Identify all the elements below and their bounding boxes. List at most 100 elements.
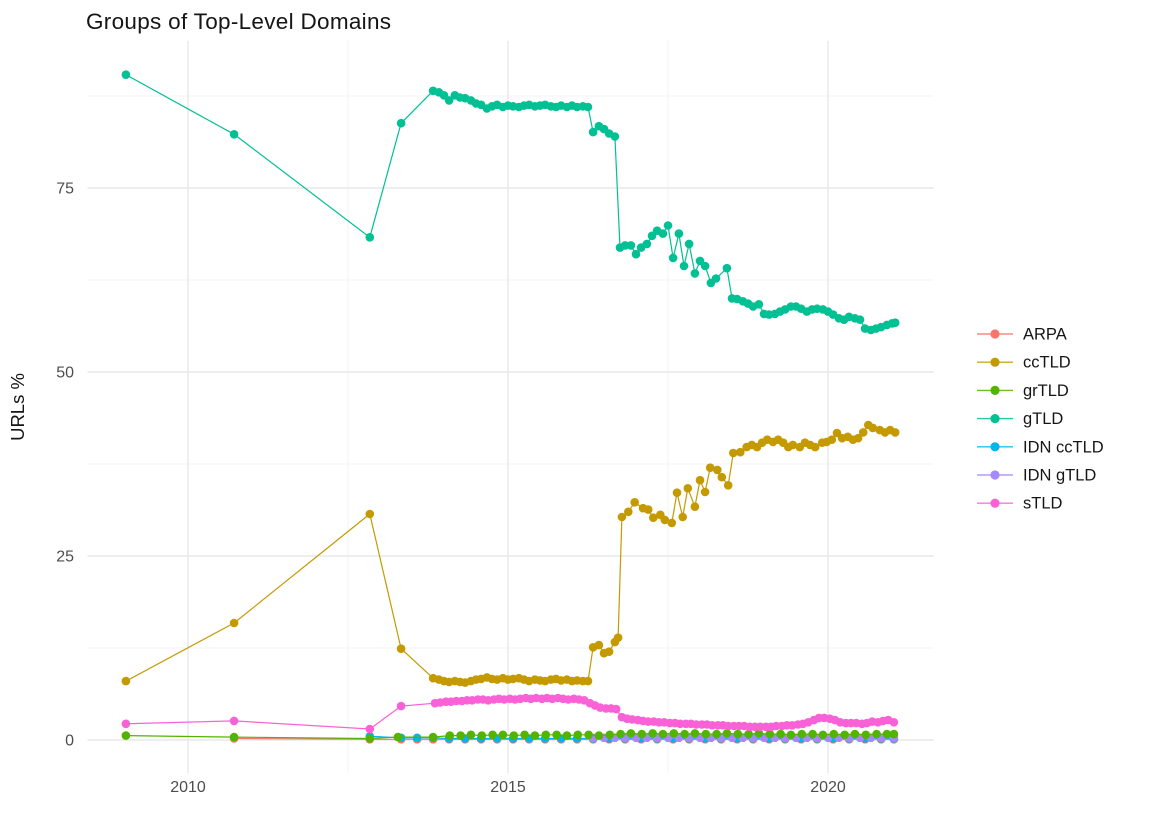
data-point-grtld (573, 730, 583, 740)
data-point-gtld (684, 239, 694, 249)
data-point-cctld (853, 433, 863, 443)
data-point-cctld (667, 518, 677, 528)
data-point-grtld (498, 730, 508, 740)
data-point-grtld (121, 731, 131, 740)
legend: ARPA ccTLD grTLD gTLD IDN ccTLD IDN gTLD sTLD (977, 326, 1104, 513)
data-point-grtld (584, 730, 593, 740)
data-point-gtld (365, 233, 375, 242)
data-point-cctld (649, 513, 658, 522)
data-point-cctld (810, 442, 820, 452)
legend-item-idn-cctld: IDN ccTLD (977, 438, 1104, 456)
legend-label-grtld: grTLD (1023, 382, 1069, 400)
y-tick-label: 0 (65, 733, 74, 750)
data-point-gtld (855, 315, 865, 325)
data-point-gtld (679, 261, 689, 271)
legend-key-dot-idn-cctld (990, 442, 1000, 452)
data-point-gtld (711, 274, 721, 283)
data-point-gtld (583, 102, 593, 112)
data-point-grtld (861, 730, 871, 740)
series-gtld (121, 70, 900, 335)
data-point-cctld (683, 484, 693, 493)
data-point-grtld (477, 731, 487, 740)
data-point-grtld (872, 729, 881, 739)
data-point-grtld (509, 731, 519, 740)
data-point-grtld (605, 730, 615, 740)
data-point-grtld (552, 730, 561, 740)
series-layer (121, 70, 900, 744)
legend-key-dot-stld (990, 498, 1000, 508)
axis-tick-labels: 0 25 50 75 2010 2015 2020 (56, 181, 846, 797)
data-point-cctld (690, 502, 700, 512)
data-point-gtld (610, 132, 620, 141)
data-point-cctld (594, 640, 604, 650)
chart-title: Groups of Top-Level Domains (86, 9, 391, 34)
data-point-stld (365, 724, 375, 734)
data-point-grtld (530, 731, 540, 740)
data-point-cctld (890, 428, 900, 437)
legend-item-idn-gtld: IDN gTLD (977, 467, 1096, 485)
data-point-grtld (882, 729, 892, 739)
legend-key-dot-gtld (990, 414, 1000, 424)
legend-label-gtld: gTLD (1023, 410, 1063, 428)
data-point-grtld (765, 729, 775, 739)
data-point-cctld (617, 512, 627, 522)
y-tick-label: 75 (56, 181, 74, 198)
data-point-grtld (488, 730, 497, 740)
data-point-grtld (786, 730, 796, 740)
data-point-grtld (626, 729, 636, 738)
data-point-cctld (121, 676, 131, 686)
data-point-cctld (229, 618, 239, 628)
data-point-stld (611, 704, 621, 714)
data-point-cctld (365, 509, 375, 519)
data-point-gtld (626, 241, 636, 250)
series-grtld (121, 729, 899, 743)
data-point-grtld (808, 729, 817, 739)
data-point-grtld (722, 729, 732, 738)
data-point-grtld (669, 729, 679, 738)
x-tick-label: 2020 (810, 779, 846, 796)
legend-label-idn-cctld: IDN ccTLD (1023, 438, 1104, 456)
legend-label-arpa: ARPA (1023, 326, 1067, 344)
data-point-grtld (889, 729, 899, 739)
series-cctld (121, 420, 900, 687)
data-point-gtld (229, 130, 239, 139)
x-tick-label: 2015 (490, 779, 526, 796)
data-point-gtld (700, 261, 710, 271)
data-point-cctld (630, 498, 639, 507)
data-point-grtld (616, 729, 625, 739)
data-point-cctld (583, 676, 593, 686)
legend-key-dot-cctld (990, 357, 1000, 367)
data-point-grtld (701, 729, 711, 739)
data-point-cctld (624, 507, 633, 517)
data-point-grtld (229, 732, 239, 742)
data-point-gtld (444, 96, 454, 105)
data-point-grtld (428, 732, 438, 742)
data-point-cctld (695, 475, 705, 485)
data-point-cctld (868, 423, 878, 433)
data-point-cctld (858, 428, 868, 437)
legend-item-gtld: gTLD (977, 410, 1063, 428)
data-point-cctld (723, 481, 733, 490)
legend-label-idn-gtld: IDN gTLD (1023, 467, 1096, 485)
data-point-stld (121, 719, 131, 729)
data-point-stld (229, 716, 239, 726)
data-point-grtld (754, 729, 764, 738)
data-point-stld (396, 701, 406, 711)
data-point-cctld (729, 448, 738, 458)
data-point-gtld (663, 221, 673, 230)
data-point-gtld (668, 253, 678, 263)
data-point-cctld (660, 515, 670, 525)
data-point-grtld (365, 734, 375, 743)
data-point-grtld (520, 730, 529, 740)
data-point-grtld (648, 729, 657, 738)
data-point-grtld (776, 729, 785, 739)
data-point-cctld (705, 463, 715, 473)
data-point-cctld (396, 644, 406, 653)
data-point-grtld (562, 731, 572, 740)
data-point-grtld (797, 729, 807, 739)
x-tick-label: 2010 (170, 779, 206, 796)
data-point-grtld (712, 729, 721, 739)
data-point-grtld (744, 729, 753, 739)
legend-item-cctld: ccTLD (977, 354, 1071, 372)
data-point-grtld (445, 731, 455, 740)
